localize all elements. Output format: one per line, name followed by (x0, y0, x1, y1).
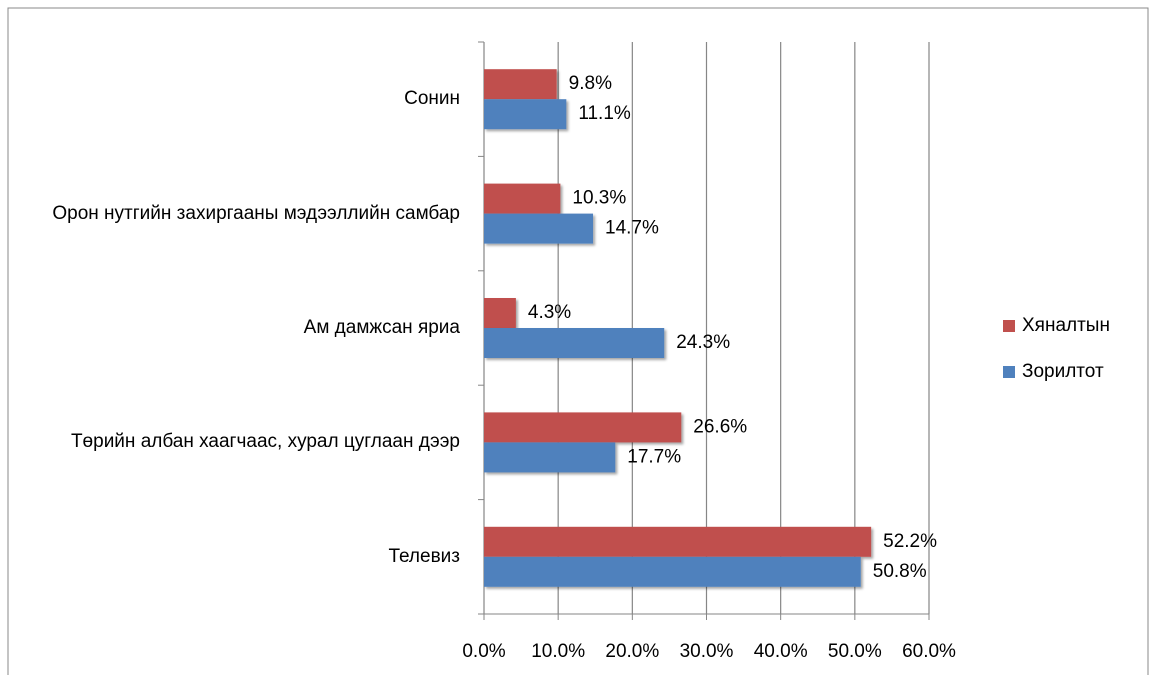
y-tick-label: Орон нутгийн захиргааны мэдээллийн самба… (52, 202, 460, 224)
data-label: 11.1% (578, 103, 631, 124)
bar (484, 412, 682, 443)
bar (484, 99, 567, 130)
legend-swatch (1003, 320, 1015, 332)
legend-label: Хяналтын (1022, 315, 1110, 336)
data-label: 10.3% (572, 188, 626, 209)
data-label: 14.7% (605, 218, 659, 239)
data-label: 4.3% (528, 302, 571, 323)
bar (484, 328, 665, 358)
data-label: 52.2% (883, 531, 937, 552)
y-tick-label: Телевиз (388, 545, 460, 567)
y-tick-label: Төрийн албан хаагчаас, хурал цуглаан дээ… (70, 431, 460, 453)
legend-swatch (1003, 366, 1015, 378)
bar (484, 556, 861, 587)
bar (484, 526, 872, 557)
x-tick-label: 60.0% (902, 641, 956, 662)
x-tick-label: 30.0% (680, 641, 734, 662)
data-label: 9.8% (569, 73, 612, 94)
y-tick-label: Ам дамжсан яриа (303, 317, 460, 338)
data-label: 26.6% (693, 416, 747, 437)
bar (484, 213, 594, 244)
chart-border (7, 7, 1149, 675)
data-label: 50.8% (873, 561, 927, 582)
x-tick-label: 40.0% (754, 641, 808, 662)
bar (484, 69, 557, 100)
x-tick-label: 10.0% (531, 641, 585, 662)
bar (484, 298, 516, 328)
x-tick-label: 50.0% (828, 641, 882, 662)
bar (484, 442, 616, 473)
x-tick-label: 20.0% (605, 641, 659, 662)
bar (484, 183, 561, 214)
data-label: 17.7% (627, 446, 681, 467)
data-label: 24.3% (676, 332, 730, 353)
y-tick-label: Сонин (404, 88, 460, 110)
x-tick-label: 0.0% (462, 641, 505, 662)
legend-label: Зорилтот (1022, 361, 1104, 382)
